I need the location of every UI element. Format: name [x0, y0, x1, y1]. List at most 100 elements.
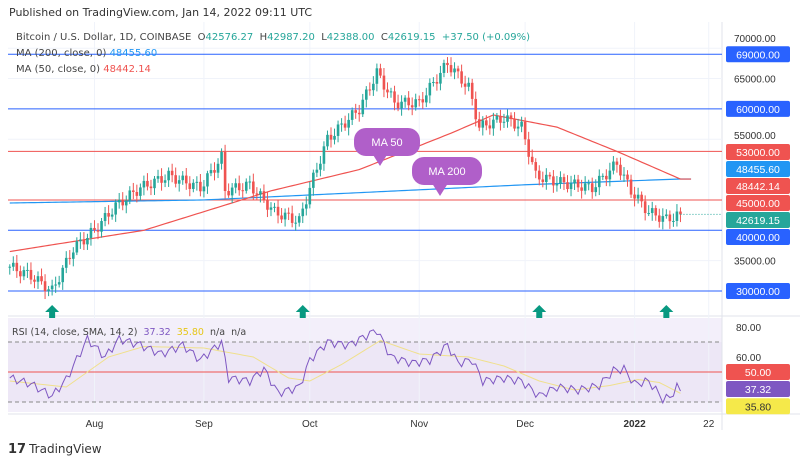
badge-label: 45000.00: [736, 198, 780, 210]
candle-body: [612, 161, 615, 171]
candle-body: [679, 211, 682, 215]
candle-body: [520, 121, 523, 127]
candle-body: [216, 163, 220, 173]
up-arrow-icon: [532, 305, 547, 318]
candle-body: [244, 181, 248, 191]
level-price-badge: 60000.00: [726, 100, 790, 117]
bubble-label: MA 200: [428, 166, 465, 178]
candle-body: [301, 208, 305, 217]
candle-body: [124, 200, 128, 206]
badge-label: 69000.00: [736, 49, 780, 61]
candle-body: [499, 115, 502, 123]
candle-body: [128, 190, 132, 201]
candle-body: [650, 208, 654, 214]
tradingview-logo[interactable]: 17 TradingView: [8, 442, 102, 457]
candle-body: [255, 193, 259, 195]
candle-body: [89, 227, 93, 238]
candle-body: [230, 187, 234, 196]
ma200-value: 48455.60: [109, 48, 158, 59]
candle-body: [153, 178, 156, 189]
ma200-label: MA (200, close, 0): [16, 48, 107, 59]
badge-label: 37.32: [745, 384, 771, 396]
candle-body: [672, 220, 675, 222]
level-price-badge: 53000.00: [726, 144, 790, 160]
candle-body: [36, 276, 40, 282]
candle-body: [488, 125, 492, 129]
candle-body: [407, 97, 410, 106]
candle-body: [100, 221, 103, 232]
candle-body: [290, 213, 294, 223]
candle-body: [636, 194, 640, 199]
candle-body: [361, 99, 365, 115]
candle-body: [668, 214, 672, 222]
high-value: 42987.20: [267, 32, 315, 43]
candle-body: [163, 180, 167, 183]
badge-bg: [726, 212, 790, 228]
ma50-annotation: MA 50: [354, 128, 420, 166]
ma50-value: 48442.14: [103, 64, 151, 75]
rsi-label: RSI (14, close, SMA, 14, 2): [12, 327, 138, 338]
candle-body: [350, 110, 354, 120]
candle-body: [64, 257, 68, 268]
badge-label: 48455.60: [736, 164, 780, 176]
candle-body: [11, 262, 15, 267]
badge-bg: [726, 283, 790, 299]
candle-body: [61, 267, 65, 283]
candle-body: [114, 202, 117, 215]
candle-body: [626, 174, 629, 180]
candle-body: [199, 181, 202, 192]
candle-body: [283, 212, 287, 220]
open-label: O: [197, 32, 206, 43]
candle-body: [537, 170, 541, 180]
candle-body: [220, 152, 223, 164]
ma50-legend[interactable]: MA (50, close, 0) 48442.14: [16, 62, 530, 78]
candle-body: [72, 252, 75, 259]
candle-body: [223, 152, 227, 191]
badge-bg: [726, 229, 790, 245]
rsi-sma-badge: 35.80: [726, 398, 790, 415]
candle-body: [477, 119, 481, 128]
badge-bg: [726, 398, 790, 415]
rsi-legend[interactable]: RSI (14, close, SMA, 14, 2) 37.32 35.80 …: [12, 327, 246, 338]
price-badge: 48442.14: [726, 178, 790, 194]
candle-body: [513, 119, 516, 129]
candle-body: [132, 190, 135, 192]
chart-legend: Bitcoin / U.S. Dollar, 1D, COINBASE O425…: [16, 30, 530, 78]
candle-body: [442, 62, 446, 73]
candle-body: [29, 269, 33, 280]
candle-body: [594, 187, 598, 193]
candle-body: [400, 101, 403, 109]
candle-body: [43, 281, 47, 292]
candle-body: [54, 284, 57, 286]
candle-body: [576, 179, 580, 188]
candle-body: [333, 135, 336, 140]
candle-body: [622, 174, 626, 176]
badge-label: 48442.14: [736, 181, 780, 193]
candle-body: [633, 194, 636, 199]
candle-body: [506, 115, 509, 122]
badge-bg: [726, 46, 790, 63]
candle-body: [19, 271, 22, 277]
candle-body: [146, 180, 149, 187]
candle-body: [552, 176, 555, 186]
candle-body: [643, 201, 647, 214]
rsi-sma-line: [9, 339, 681, 394]
candle-body: [227, 190, 230, 196]
candle-body: [414, 99, 418, 108]
badge-bg: [726, 381, 790, 398]
candle-body: [509, 115, 513, 120]
candle-body: [340, 123, 343, 125]
candle-body: [665, 214, 668, 217]
candle-body: [474, 98, 478, 120]
candle-body: [481, 120, 485, 128]
candle-body: [86, 237, 89, 245]
candle-body: [403, 97, 407, 102]
candle-body: [50, 285, 54, 290]
candle-body: [206, 173, 209, 187]
high-label: H: [259, 32, 268, 43]
candle-body: [174, 175, 177, 184]
candle-body: [22, 270, 26, 277]
ma200-annotation: MA 200: [412, 157, 482, 196]
ma200-legend[interactable]: MA (200, close, 0) 48455.60: [16, 46, 530, 62]
